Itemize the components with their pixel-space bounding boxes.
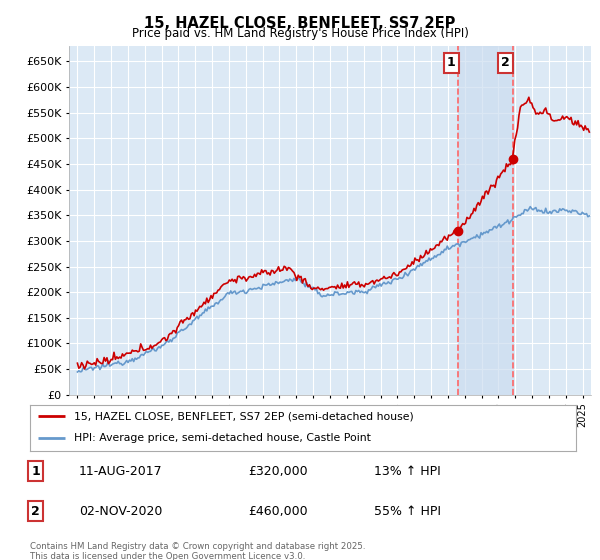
Text: Contains HM Land Registry data © Crown copyright and database right 2025.
This d: Contains HM Land Registry data © Crown c…	[30, 542, 365, 560]
Text: 2: 2	[501, 57, 510, 69]
Text: £460,000: £460,000	[248, 505, 308, 517]
Text: 11-AUG-2017: 11-AUG-2017	[79, 465, 163, 478]
Bar	[458, 46, 512, 395]
Text: £320,000: £320,000	[248, 465, 308, 478]
Text: 1: 1	[31, 465, 40, 478]
Text: 02-NOV-2020: 02-NOV-2020	[79, 505, 163, 517]
Text: 15, HAZEL CLOSE, BENFLEET, SS7 2EP (semi-detached house): 15, HAZEL CLOSE, BENFLEET, SS7 2EP (semi…	[74, 412, 413, 421]
Text: 1: 1	[447, 57, 455, 69]
Text: 13% ↑ HPI: 13% ↑ HPI	[374, 465, 441, 478]
Text: Price paid vs. HM Land Registry's House Price Index (HPI): Price paid vs. HM Land Registry's House …	[131, 27, 469, 40]
Text: 2: 2	[31, 505, 40, 517]
Text: HPI: Average price, semi-detached house, Castle Point: HPI: Average price, semi-detached house,…	[74, 433, 371, 443]
Text: 15, HAZEL CLOSE, BENFLEET, SS7 2EP: 15, HAZEL CLOSE, BENFLEET, SS7 2EP	[145, 16, 455, 31]
Text: 55% ↑ HPI: 55% ↑ HPI	[374, 505, 441, 517]
